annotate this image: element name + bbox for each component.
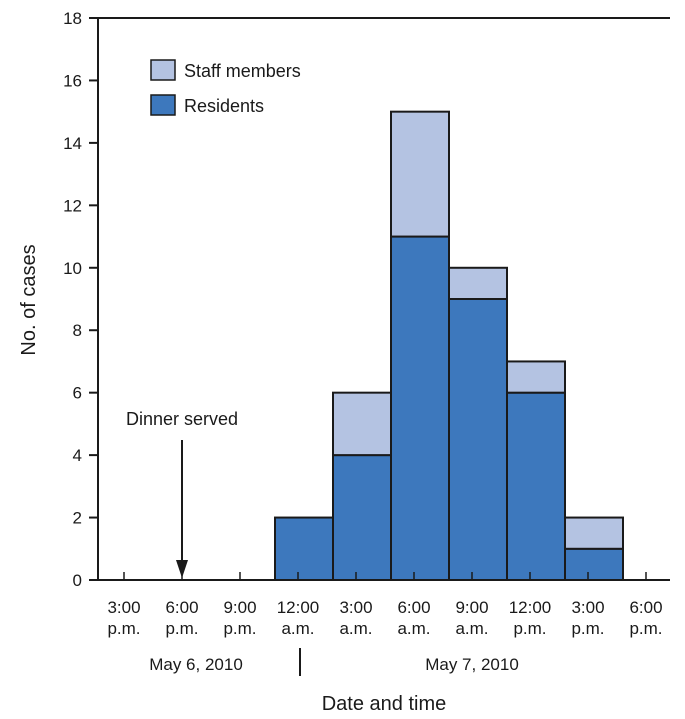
x-tick-label-period-7: p.m. [513,619,546,638]
axes-layer [97,17,670,581]
y-tick-label-4: 4 [73,446,82,465]
x-tick-label-period-2: p.m. [223,619,256,638]
y-tick-label-0: 0 [73,571,82,590]
date-label-may-6: May 6, 2010 [149,655,243,674]
x-tick-label-period-1: p.m. [165,619,198,638]
x-tick-label-time-8: 3:00 [571,598,604,617]
bar-residents-7 [506,391,566,581]
y-tick-label-16: 16 [63,71,82,90]
legend: Staff members Residents [150,59,301,116]
x-tick-label-time-2: 9:00 [223,598,256,617]
y-tick-label-14: 14 [63,134,82,153]
y-tick-label-12: 12 [63,196,82,215]
date-label-may-7: May 7, 2010 [425,655,519,674]
y-tick-label-8: 8 [73,321,82,340]
legend-swatch-residents [150,94,176,116]
bar-residents-6 [448,298,508,581]
bar-residents-8 [564,547,624,581]
x-tick-label-time-1: 6:00 [165,598,198,617]
bars-layer [274,110,624,582]
x-tick-label-time-4: 3:00 [339,598,372,617]
y-axis-title: No. of cases [18,244,40,355]
annotation-text: Dinner served [126,409,238,429]
x-tick-label-period-5: a.m. [397,619,430,638]
bar-staff-members-6 [448,266,508,300]
legend-label-staff-members: Staff members [184,61,301,81]
x-tick-label-period-3: a.m. [281,619,314,638]
x-tick-label-time-7: 12:00 [509,598,552,617]
bar-residents-4 [332,454,392,581]
bar-residents-3 [274,516,334,581]
annotation-arrow-head [176,560,188,578]
bar-staff-members-7 [506,360,566,394]
x-tick-label-time-6: 9:00 [455,598,488,617]
x-tick-label-period-8: p.m. [571,619,604,638]
x-tick-label-time-9: 6:00 [629,598,662,617]
legend-swatch-staff-members [150,59,176,81]
x-tick-label-time-0: 3:00 [107,598,140,617]
legend-label-residents: Residents [184,96,264,116]
x-tick-label-time-3: 12:00 [277,598,320,617]
bar-staff-members-8 [564,516,624,550]
x-tick-label-period-0: p.m. [107,619,140,638]
bar-residents-5 [390,235,450,582]
y-tick-label-6: 6 [73,384,82,403]
x-tick-label-time-5: 6:00 [397,598,430,617]
x-tick-label-period-6: a.m. [455,619,488,638]
ticks-layer: 0 2 4 6 8 10 12 14 16 18 3:00 p.m. 6:00 p.m. 9:00 p.m. 1… [63,9,662,638]
bar-staff-members-5 [390,110,450,238]
bar-staff-members-4 [332,391,392,457]
y-tick-label-18: 18 [63,9,82,28]
y-tick-label-2: 2 [73,509,82,528]
y-tick-label-10: 10 [63,259,82,278]
x-tick-label-period-4: a.m. [339,619,372,638]
x-tick-label-period-9: p.m. [629,619,662,638]
x-axis-title: Date and time [322,693,447,715]
dinner-annotation: Dinner served [126,409,238,578]
